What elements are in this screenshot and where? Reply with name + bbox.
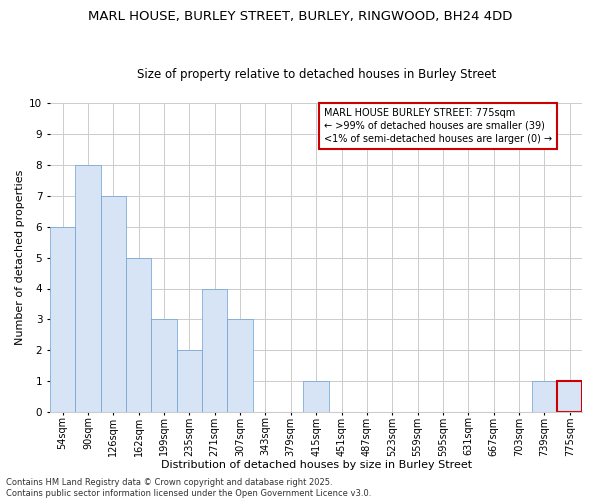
Bar <box>557 381 583 412</box>
Bar <box>151 320 177 412</box>
Bar <box>227 320 253 412</box>
Bar <box>304 381 329 412</box>
Text: Contains HM Land Registry data © Crown copyright and database right 2025.
Contai: Contains HM Land Registry data © Crown c… <box>6 478 371 498</box>
Title: Size of property relative to detached houses in Burley Street: Size of property relative to detached ho… <box>137 68 496 81</box>
Bar <box>101 196 126 412</box>
Bar <box>75 165 101 412</box>
Bar <box>532 381 557 412</box>
Bar <box>50 226 75 412</box>
Text: MARL HOUSE, BURLEY STREET, BURLEY, RINGWOOD, BH24 4DD: MARL HOUSE, BURLEY STREET, BURLEY, RINGW… <box>88 10 512 23</box>
Text: MARL HOUSE BURLEY STREET: 775sqm
← >99% of detached houses are smaller (39)
<1% : MARL HOUSE BURLEY STREET: 775sqm ← >99% … <box>324 108 552 144</box>
Bar <box>202 288 227 412</box>
X-axis label: Distribution of detached houses by size in Burley Street: Distribution of detached houses by size … <box>161 460 472 470</box>
Y-axis label: Number of detached properties: Number of detached properties <box>15 170 25 346</box>
Bar <box>126 258 151 412</box>
Bar <box>177 350 202 412</box>
